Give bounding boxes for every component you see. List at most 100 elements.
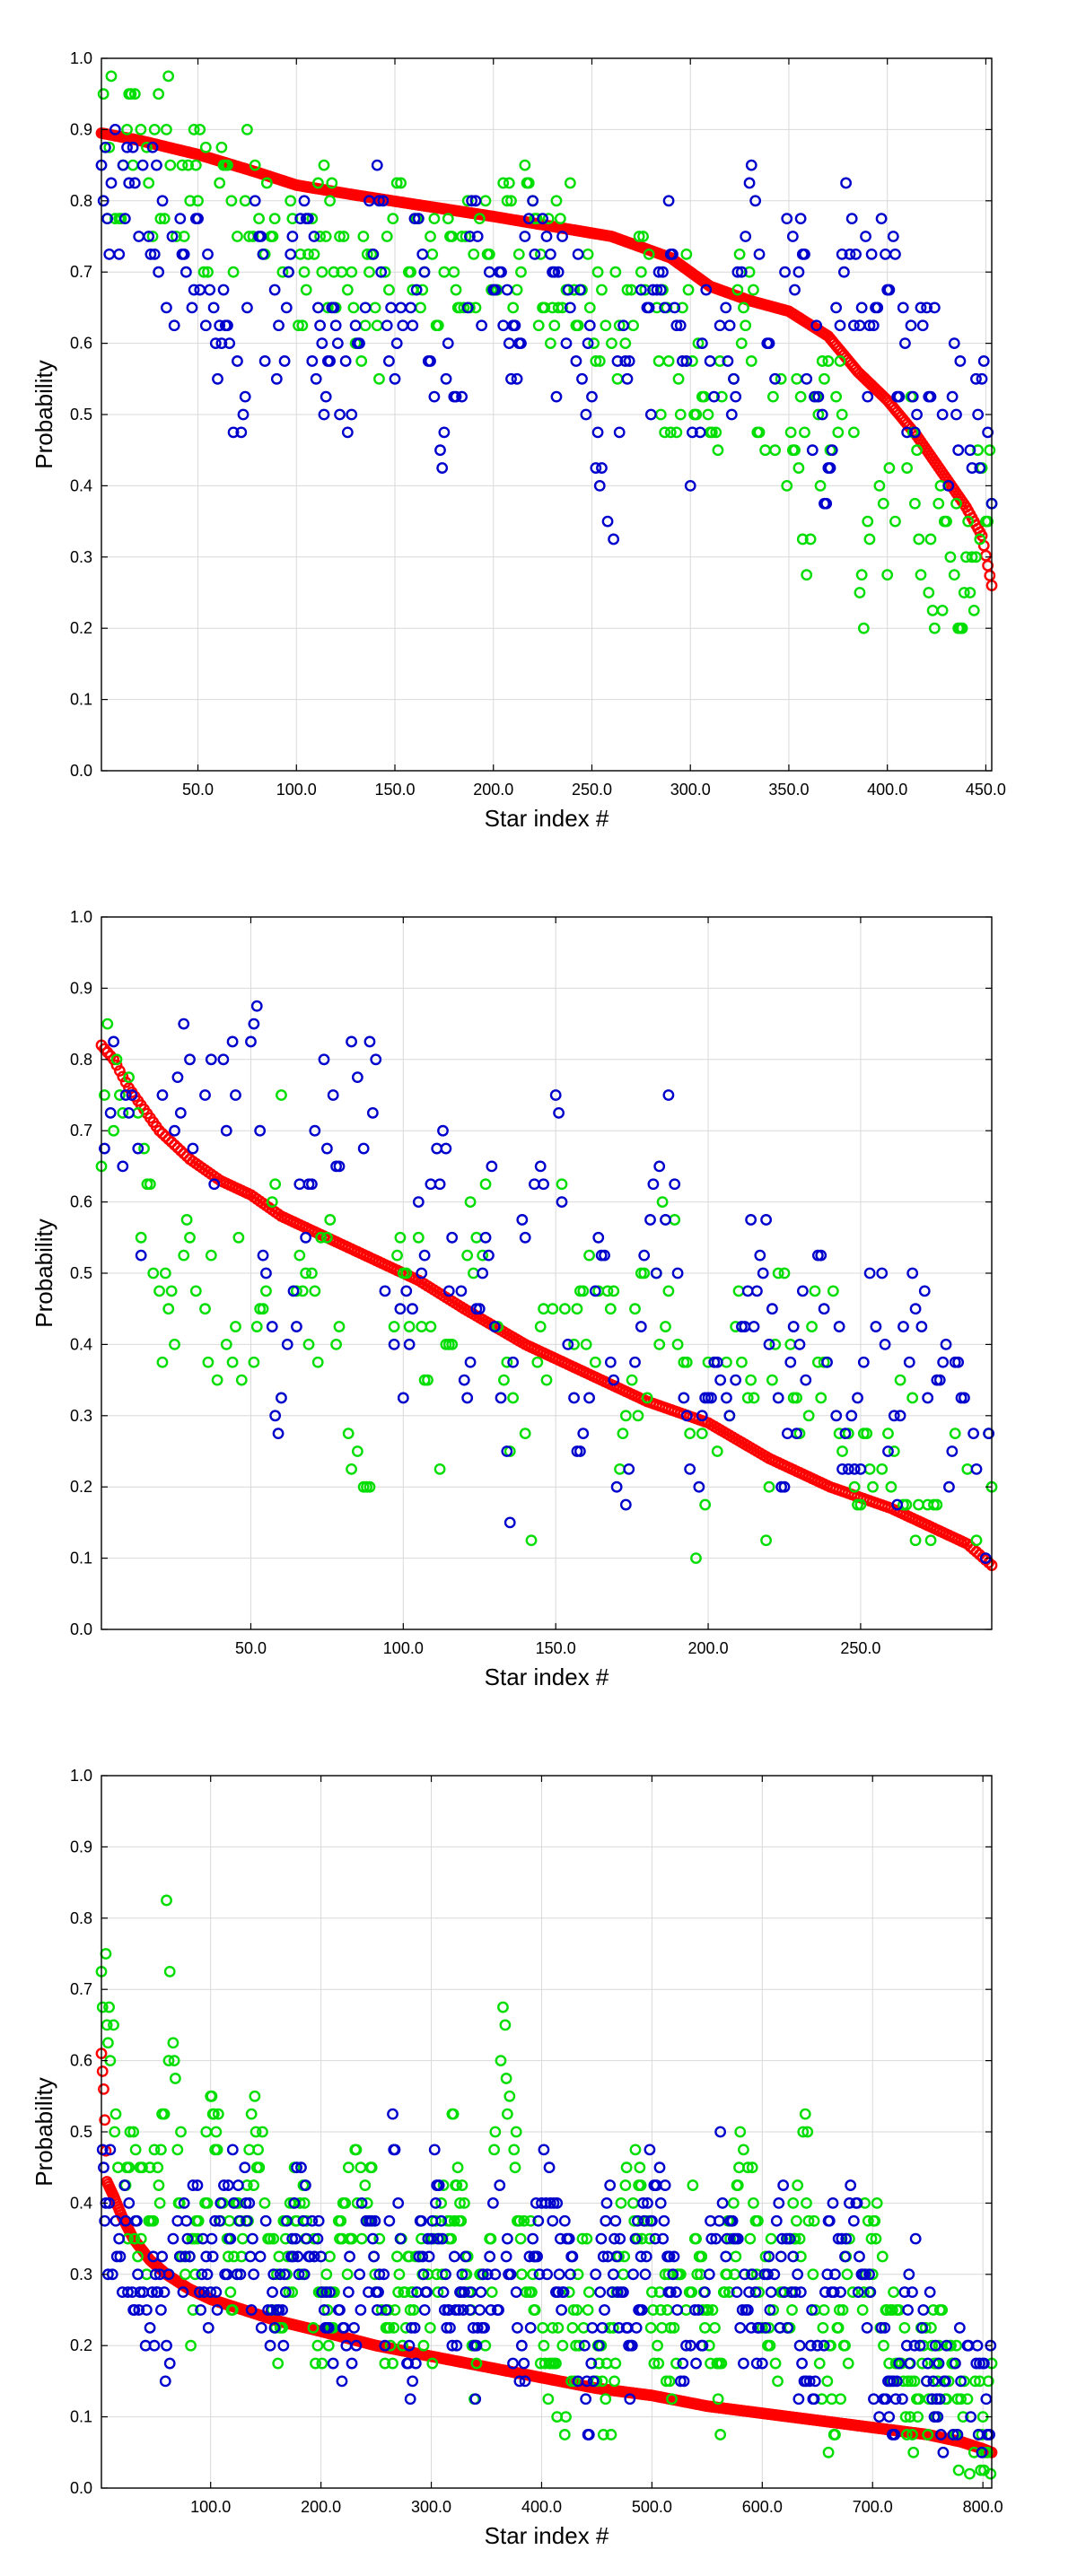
data-point: [182, 159, 194, 171]
data-point: [877, 497, 889, 510]
data-point: [766, 1374, 778, 1386]
data-point: [844, 248, 856, 260]
data-point: [903, 1356, 915, 1368]
data-point: [827, 1285, 839, 1297]
data-point: [784, 1356, 797, 1368]
data-point: [180, 2214, 193, 2227]
data-point: [818, 2304, 830, 2316]
data-point: [609, 266, 622, 278]
data-point: [328, 266, 340, 278]
series-1-markers: [95, 2048, 998, 2458]
data-point: [796, 2357, 808, 2370]
data-point: [354, 2268, 366, 2281]
data-point: [373, 372, 385, 385]
data-point: [223, 337, 236, 349]
data-point: [188, 123, 200, 135]
y-tick-label: 0.7: [70, 1980, 92, 1998]
data-point: [568, 284, 581, 296]
data-point: [148, 248, 161, 260]
data-point: [796, 1285, 809, 1297]
x-tick-label: 100.0: [276, 781, 317, 799]
data-point: [232, 1231, 245, 1244]
data-point: [148, 123, 161, 135]
data-point: [748, 2197, 759, 2209]
data-point: [538, 1178, 549, 1191]
data-point: [680, 248, 693, 260]
data-point: [571, 2304, 583, 2316]
data-point: [713, 2214, 725, 2227]
data-point: [772, 1267, 784, 1279]
data-point: [173, 2197, 186, 2209]
data-point: [108, 2019, 119, 2031]
data-point: [408, 2321, 421, 2334]
data-point: [128, 2232, 141, 2245]
data-point: [339, 2197, 352, 2209]
data-point: [948, 337, 960, 349]
data-point: [133, 2304, 145, 2316]
data-point: [971, 2339, 984, 2352]
data-point: [554, 213, 566, 225]
data-point: [136, 2161, 148, 2174]
data-point: [226, 1035, 239, 1048]
data-point: [862, 390, 874, 403]
data-point: [278, 355, 291, 367]
x-tick-label: 800.0: [963, 2498, 1003, 2516]
data-point: [867, 319, 880, 332]
data-point: [156, 1356, 169, 1368]
data-point: [769, 2357, 782, 2370]
data-point: [527, 195, 539, 207]
data-point: [544, 337, 556, 349]
data-point: [375, 266, 388, 278]
data-point: [814, 480, 827, 492]
data-point: [552, 301, 565, 314]
data-point: [670, 2357, 682, 2370]
data-point: [916, 2321, 928, 2334]
data-point: [392, 2197, 405, 2209]
data-point: [113, 1065, 126, 1077]
data-point: [461, 1249, 474, 1262]
data-point: [509, 2161, 521, 2174]
y-tick-label: 0.1: [70, 691, 92, 709]
data-point: [513, 2214, 526, 2227]
data-point: [286, 2286, 299, 2299]
data-point: [125, 88, 137, 100]
data-point: [320, 2268, 333, 2281]
data-point: [968, 1428, 980, 1440]
data-point: [123, 177, 136, 189]
data-point: [450, 390, 462, 403]
data-point: [310, 2357, 321, 2370]
data-point: [800, 1374, 812, 1386]
data-point: [486, 2197, 499, 2209]
data-point: [851, 2197, 863, 2209]
data-point: [764, 2339, 776, 2352]
data-point: [609, 2357, 622, 2370]
data-point: [161, 1894, 172, 1907]
data-point: [558, 2429, 571, 2441]
data-point: [119, 1089, 132, 1101]
data-point: [621, 284, 634, 296]
data-point: [153, 266, 165, 278]
data-point: [153, 1285, 165, 1297]
data-point: [534, 1321, 547, 1332]
data-point: [596, 2321, 609, 2334]
data-point: [269, 1410, 282, 1422]
data-point: [629, 2144, 642, 2156]
data-point: [623, 355, 635, 367]
data-point: [562, 284, 574, 296]
data-point: [529, 248, 541, 260]
data-point: [135, 1231, 147, 1244]
data-point: [541, 2268, 554, 2281]
data-point: [906, 1267, 919, 1279]
data-point: [946, 390, 959, 403]
data-point: [829, 2429, 841, 2441]
data-point: [744, 2232, 757, 2245]
data-point: [295, 2161, 307, 2174]
data-point: [924, 1534, 937, 1547]
data-point: [787, 1321, 800, 1332]
data-point: [347, 301, 360, 314]
data-point: [461, 195, 474, 207]
data-point: [279, 2286, 292, 2299]
data-point: [909, 426, 921, 439]
data-point: [669, 1178, 681, 1191]
data-point: [456, 390, 468, 403]
